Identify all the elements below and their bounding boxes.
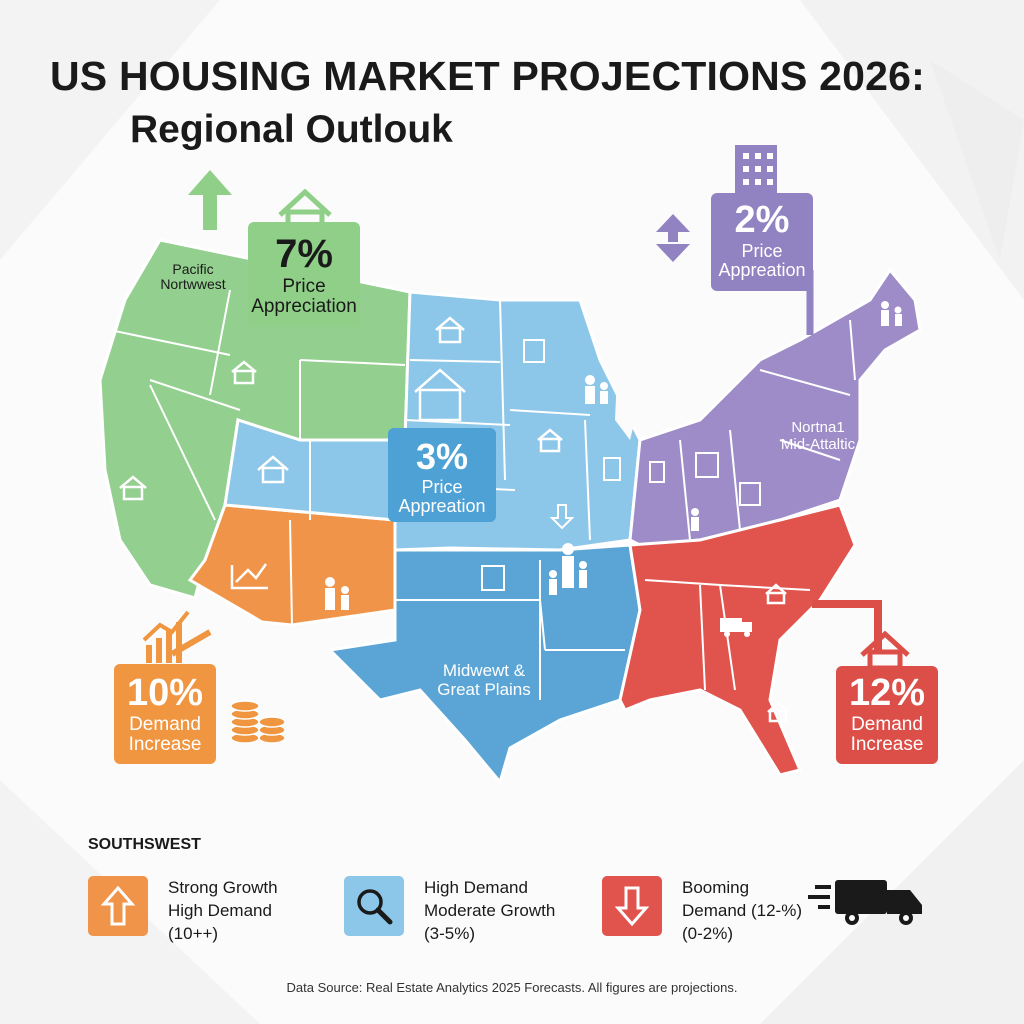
pnw-state-borders: [109, 289, 406, 521]
magnifier-icon: [357, 889, 393, 925]
data-source-footnote: Data Source: Real Estate Analytics 2025 …: [286, 980, 738, 995]
callout-midwest[interactable]: 3% Price Appreation: [388, 428, 496, 522]
chart-icon: [230, 563, 268, 590]
down-arrow-icon: [549, 504, 575, 530]
legend-text: Strong Growth High Demand (10++): [168, 878, 278, 943]
callout-pnw[interactable]: 7% Price Appreciation: [248, 222, 360, 327]
great-lakes: [615, 300, 660, 440]
callout-midwest-text: Price Appreation: [398, 477, 486, 516]
callout-pnw-text: Price Appreciation: [251, 276, 357, 317]
coin-stack-icon: [230, 700, 286, 744]
se-state-borders: [644, 579, 811, 691]
region-label-midwest: Midwewt & Great Plains: [437, 661, 531, 699]
truck-icon: [720, 618, 752, 637]
house-icon: [119, 316, 789, 723]
callout-southeast-text: Demand Increase: [850, 714, 924, 755]
region-label-pacific-northwest: Pacific Nortwwest: [160, 261, 226, 293]
callout-southeast-value: 12%: [848, 672, 926, 714]
callout-midwest-value: 3%: [415, 436, 469, 477]
up-arrow-icon: [100, 885, 136, 926]
legend-swatch-orange: [88, 876, 148, 936]
callout-northeast[interactable]: 2% Price Appreation: [711, 193, 813, 291]
ne-state-borders: [679, 319, 856, 541]
sc-state-borders: [395, 560, 625, 700]
sw-state-border: [289, 519, 293, 626]
page-subtitle: Regional Outlouk: [130, 108, 453, 151]
callout-southwest[interactable]: 10% Demand Increase: [114, 664, 216, 764]
callout-northeast-value: 2%: [734, 199, 790, 241]
legend-text: Booming Demand (12-%) (0-2%): [682, 878, 802, 943]
legend-heading: SOUTHSWEST: [88, 836, 201, 853]
arrow-up-icon: [188, 170, 232, 230]
house-icon: [860, 630, 910, 671]
callout-southeast[interactable]: 12% Demand Increase: [836, 666, 938, 764]
callout-northeast-text: Price Appreation: [718, 241, 806, 280]
growth-chart-icon: [142, 610, 190, 663]
legend-text: High Demand Moderate Growth (3-5%): [424, 878, 556, 943]
se-connector: [812, 600, 882, 650]
family-icon: [325, 301, 902, 610]
callout-pnw-value: 7%: [275, 232, 333, 276]
building-icon: [481, 339, 761, 591]
building-icon: [735, 145, 777, 195]
callout-southwest-text: Demand Increase: [128, 714, 202, 755]
truck-icon: [808, 880, 922, 925]
legend-swatch-blue: [344, 876, 404, 936]
arrow-up-down-icon: [656, 214, 690, 262]
region-label-northeast: Nortna1 Mid-Attaltic: [780, 419, 856, 453]
region-southeast[interactable]: [618, 503, 857, 777]
page-title: US HOUSING MARKET PROJECTIONS 2026:: [50, 53, 925, 99]
down-arrow-icon: [614, 886, 650, 927]
region-northeast[interactable]: [628, 267, 922, 547]
legend-swatch-red: [602, 876, 662, 936]
callout-southwest-value: 10%: [126, 672, 204, 714]
